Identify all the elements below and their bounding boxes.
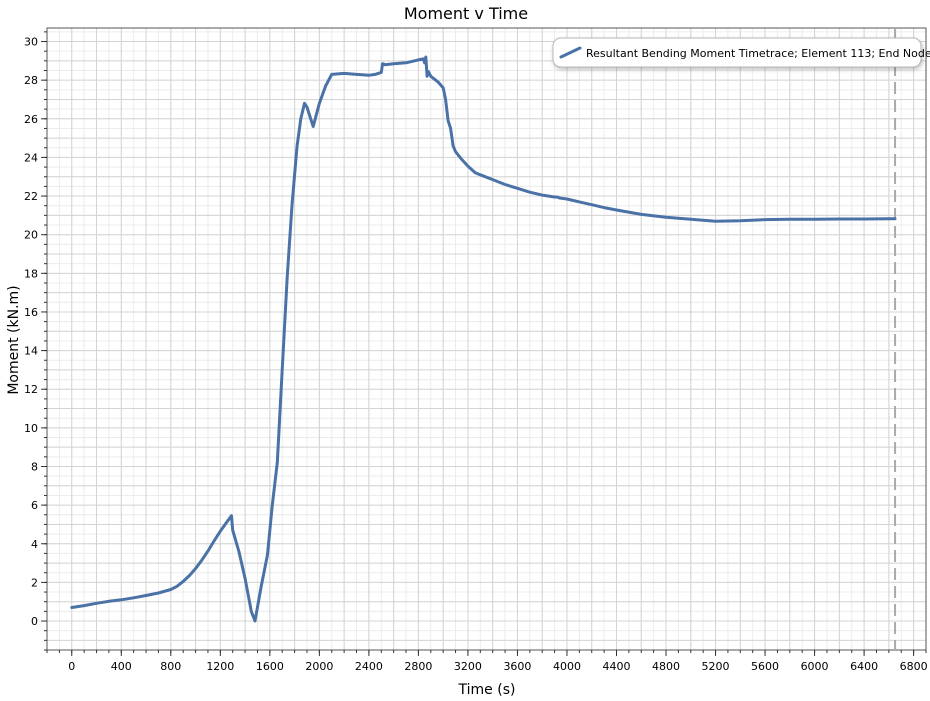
y-tick-label: 14 xyxy=(24,345,38,358)
x-tick-label: 800 xyxy=(160,660,181,673)
x-tick-label: 2800 xyxy=(404,660,432,673)
legend-box xyxy=(552,37,922,68)
series-line-bending-moment xyxy=(70,55,897,623)
y-tick-label: 10 xyxy=(24,422,38,435)
x-tick-label: 3200 xyxy=(454,660,482,673)
x-axis-label: Time (s) xyxy=(458,682,516,698)
x-tick-label: 6400 xyxy=(850,660,878,673)
x-tick-label: 2000 xyxy=(305,660,333,673)
x-tick-label: 6800 xyxy=(900,660,928,673)
chart-title: Moment v Time xyxy=(404,4,528,23)
x-axis-ticks: 0 400 800 1200 1600 2000 2400 2800 3200 3600 4000 4… xyxy=(46,650,928,673)
x-tick-label: 1600 xyxy=(256,660,284,673)
x-tick-label: 4400 xyxy=(602,660,630,673)
legend-swatch xyxy=(559,46,582,59)
y-tick-label: 28 xyxy=(24,74,38,87)
y-tick-label: 8 xyxy=(31,460,38,473)
y-tick-label: 2 xyxy=(31,576,38,589)
y-tick-label: 24 xyxy=(24,151,38,164)
y-tick-label: 6 xyxy=(31,499,38,512)
y-tick-label: 18 xyxy=(24,267,38,280)
x-tick-label: 5200 xyxy=(702,660,730,673)
y-tick-label: 0 xyxy=(31,615,38,628)
y-tick-label: 16 xyxy=(24,306,38,319)
y-tick-label: 12 xyxy=(24,383,38,396)
x-tick-label: 0 xyxy=(68,660,75,673)
y-tick-label: 22 xyxy=(24,190,38,203)
legend-entry-label: Resultant Bending Moment Timetrace; Elem… xyxy=(586,47,930,60)
y-tick-label: 20 xyxy=(24,229,38,242)
plot-area-frame xyxy=(46,27,927,651)
x-tick-label: 4000 xyxy=(553,660,581,673)
y-tick-label: 30 xyxy=(24,36,38,49)
y-tick-label: 4 xyxy=(31,538,38,551)
x-tick-label: 400 xyxy=(111,660,132,673)
x-tick-label: 5600 xyxy=(751,660,779,673)
x-tick-label: 4800 xyxy=(652,660,680,673)
x-tick-label: 6000 xyxy=(801,660,829,673)
x-tick-label: 1200 xyxy=(206,660,234,673)
legend[interactable]: Resultant Bending Moment Timetrace; Elem… xyxy=(552,37,930,68)
x-tick-label: 3600 xyxy=(503,660,531,673)
y-axis-label: Moment (kN.m) xyxy=(6,285,22,394)
x-tick-label: 2400 xyxy=(355,660,383,673)
y-tick-label: 26 xyxy=(24,113,38,126)
